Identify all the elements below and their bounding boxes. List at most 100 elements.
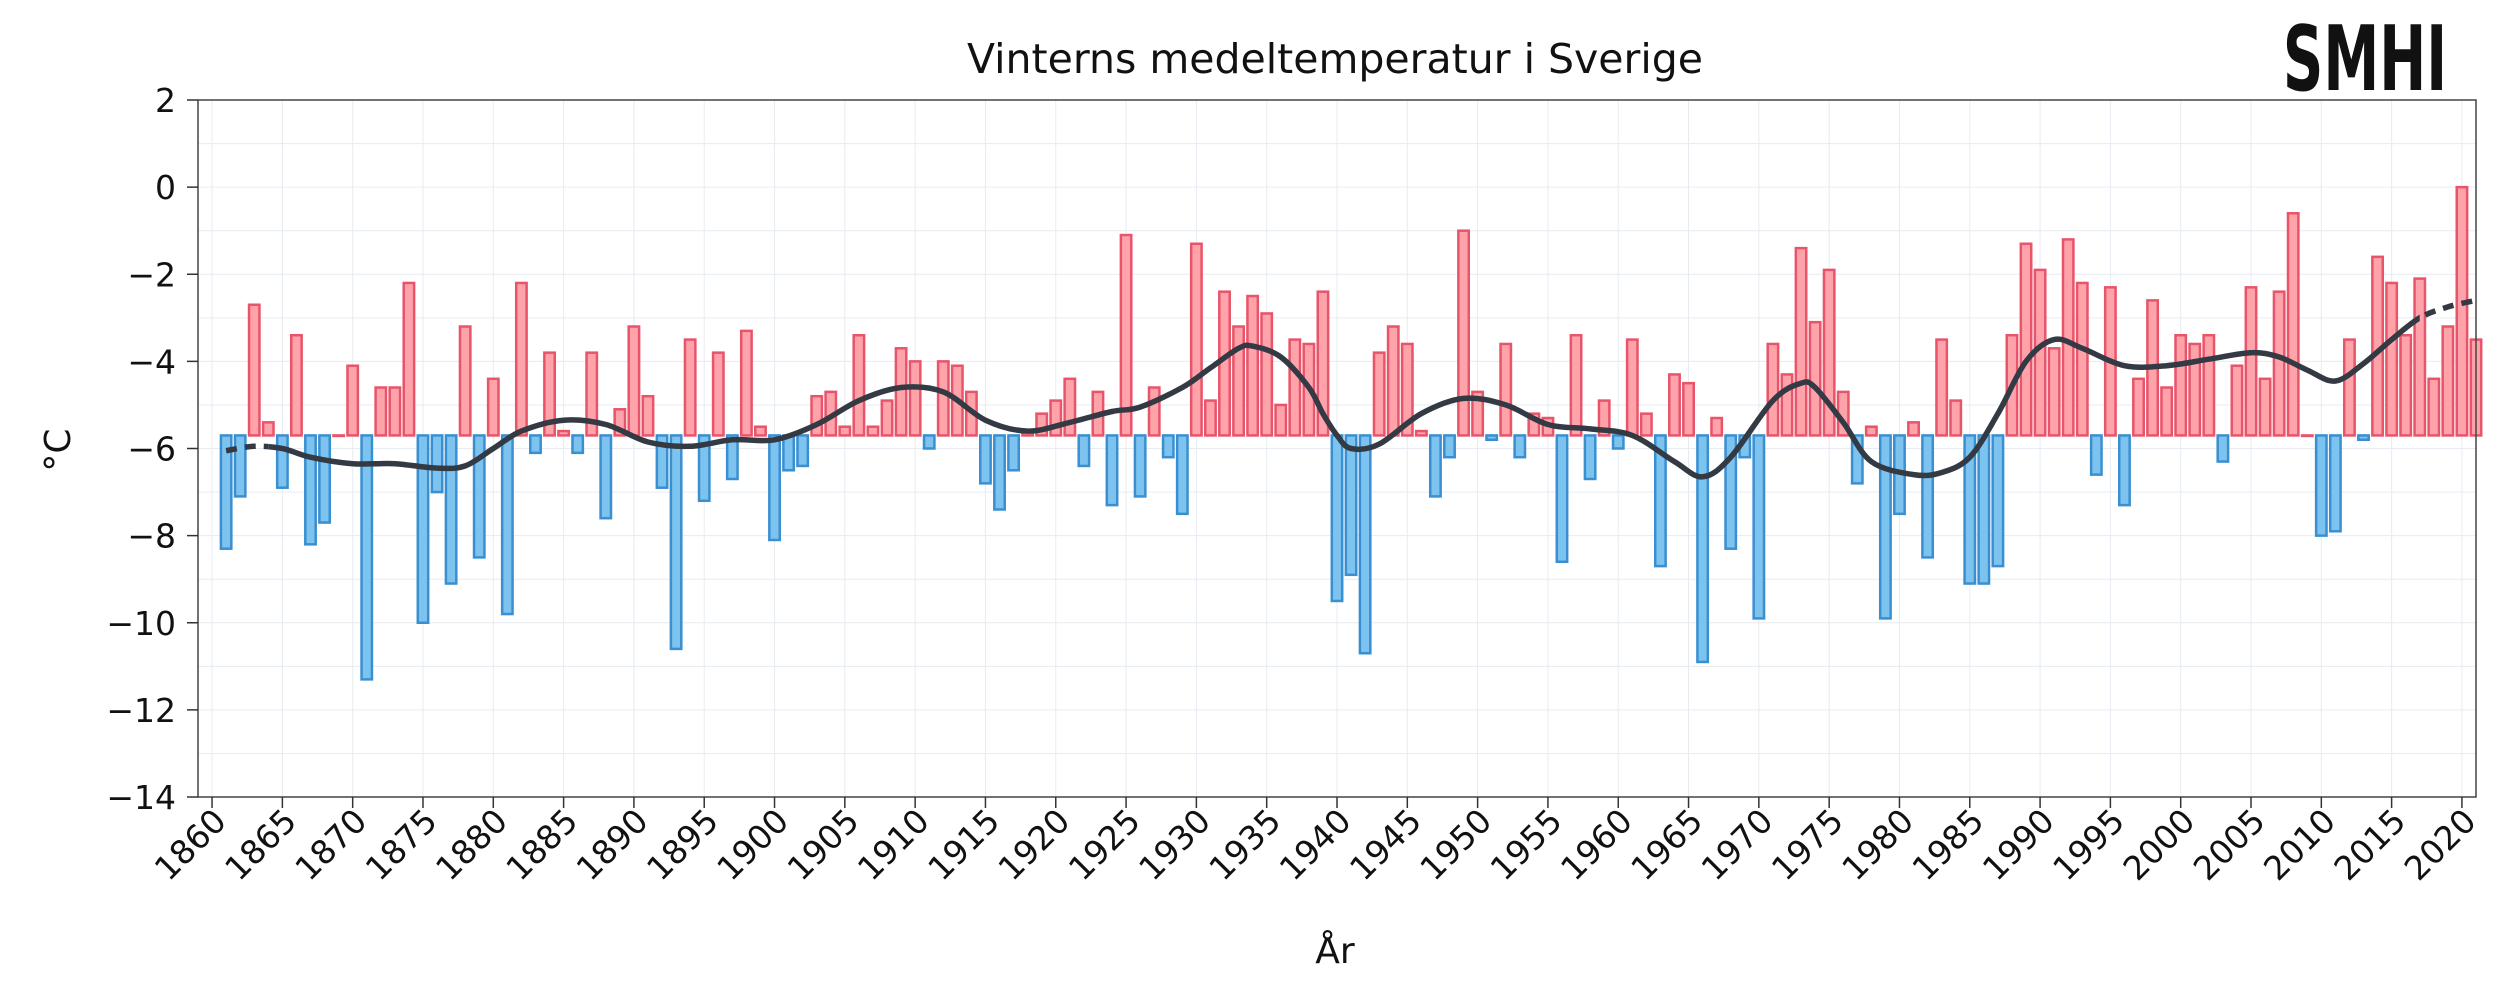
bar-warm-1869 (332, 434, 346, 438)
bar-cold-1917 (1007, 434, 1021, 472)
bar-cold-1861 (219, 434, 233, 550)
bar-warm-1944 (1386, 325, 1400, 437)
bar-warm-1992 (2061, 238, 2075, 437)
bar-warm-2002 (2202, 333, 2216, 437)
bar-warm-1927 (1147, 386, 1161, 437)
bar-warm-2004 (2230, 364, 2244, 437)
bar-warm-1974 (1808, 320, 1822, 437)
bar-warm-1908 (880, 399, 894, 437)
x-axis-title: År (1315, 929, 1355, 972)
bar-warm-1965 (1682, 381, 1695, 437)
x-tick-label-1965: 1965 (1623, 801, 1710, 888)
bar-warm-1999 (2160, 386, 2174, 437)
bar-warm-1945 (1400, 342, 1414, 437)
bar-cold-1928 (1161, 434, 1175, 459)
bar-cold-2013 (2357, 434, 2370, 442)
bar-cold-1895 (697, 434, 711, 503)
bar-warm-1910 (908, 360, 922, 437)
bar-warm-1912 (936, 360, 950, 437)
bar-cold-1948 (1443, 434, 1456, 459)
bar-warm-1975 (1822, 268, 1836, 437)
bar-cold-2003 (2216, 434, 2230, 463)
bar-cold-1958 (1583, 434, 1597, 481)
bar-cold-1881 (500, 434, 514, 616)
bar-warm-1959 (1597, 399, 1611, 437)
bar-warm-1991 (2047, 347, 2061, 437)
bar-warm-1884 (543, 351, 556, 437)
bar-cold-1897 (725, 434, 739, 481)
bar-warm-1937 (1288, 338, 1302, 437)
bar-cold-1879 (472, 434, 486, 559)
bar-cold-1868 (318, 434, 332, 524)
bar-warm-1943 (1372, 351, 1386, 437)
x-tick-label-1880: 1880 (428, 801, 515, 888)
bar-warm-1939 (1316, 290, 1330, 437)
x-tick-label-1980: 1980 (1834, 801, 1921, 888)
bar-warm-1949 (1457, 229, 1471, 437)
x-tick-label-2005: 2005 (2186, 801, 2273, 888)
x-tick-label-1940: 1940 (1272, 801, 1359, 888)
bar-warm-1961 (1625, 338, 1639, 437)
bar-warm-1890 (627, 325, 641, 437)
bar-warm-1874 (402, 281, 416, 437)
x-tick-label-1905: 1905 (780, 801, 867, 888)
bar-cold-1902 (796, 434, 810, 468)
x-tick-label-1955: 1955 (1483, 801, 1570, 888)
x-tick-label-1915: 1915 (920, 801, 1007, 888)
bar-warm-1954 (1527, 412, 1541, 437)
x-tick-label-1870: 1870 (287, 801, 374, 888)
bar-cold-1963 (1653, 434, 1667, 568)
chart-title: Vinterns medeltemperatur i Sverige (967, 35, 1703, 83)
bar-warm-2017 (2413, 277, 2427, 437)
bar-cold-1996 (2118, 434, 2131, 507)
bar-warm-1898 (739, 329, 753, 437)
bar-warm-2018 (2427, 377, 2441, 437)
bar-cold-1886 (571, 434, 585, 455)
x-tick-label-2020: 2020 (2397, 801, 2484, 888)
bar-cold-1986 (1977, 434, 1991, 585)
bar-cold-1994 (2089, 434, 2103, 476)
bar-cold-1960 (1611, 434, 1625, 450)
bar-warm-1864 (261, 421, 275, 437)
bar-cold-1970 (1752, 434, 1766, 620)
bar-warm-1981 (1907, 421, 1920, 437)
x-tick-label-1960: 1960 (1553, 801, 1640, 888)
bar-cold-1865 (275, 434, 289, 489)
bar-cold-1926 (1133, 434, 1147, 498)
bar-warm-1993 (2075, 281, 2089, 437)
bar-warm-1903 (810, 394, 824, 437)
bar-warm-1925 (1119, 233, 1133, 437)
x-tick-label-1990: 1990 (1975, 801, 2062, 888)
trend-line-group (225, 297, 2477, 480)
bar-cold-1942 (1358, 434, 1372, 655)
y-tick-label: −12 (106, 691, 176, 730)
bar-warm-1931 (1203, 399, 1217, 437)
bar-warm-2005 (2244, 286, 2258, 437)
x-tick-label-1895: 1895 (639, 801, 726, 888)
bar-warm-1978 (1864, 425, 1878, 437)
y-tick-label: 2 (155, 81, 176, 120)
bar-cold-1883 (529, 434, 542, 455)
bar-cold-1979 (1878, 434, 1892, 620)
x-tick-label-1910: 1910 (850, 801, 937, 888)
bar-warm-1894 (683, 338, 697, 437)
bar-warm-1934 (1246, 294, 1260, 437)
y-tick-label: −10 (106, 604, 176, 643)
bar-warm-2016 (2399, 333, 2413, 437)
bar-warm-1887 (585, 351, 599, 437)
bar-cold-1940 (1330, 434, 1344, 603)
x-tick-label-1900: 1900 (709, 801, 796, 888)
bar-cold-1985 (1963, 434, 1977, 585)
bar-warm-2020 (2455, 185, 2469, 437)
bar-warm-1919 (1035, 412, 1049, 437)
bars-group (219, 185, 2483, 681)
bar-cold-1862 (233, 434, 247, 498)
bar-warm-1936 (1274, 403, 1288, 437)
bar-warm-1906 (852, 333, 866, 437)
bar-cold-1966 (1696, 434, 1710, 664)
bar-cold-1924 (1105, 434, 1119, 507)
bar-cold-1922 (1077, 434, 1091, 468)
bar-warm-1997 (2132, 377, 2145, 437)
bar-warm-1957 (1569, 333, 1583, 437)
